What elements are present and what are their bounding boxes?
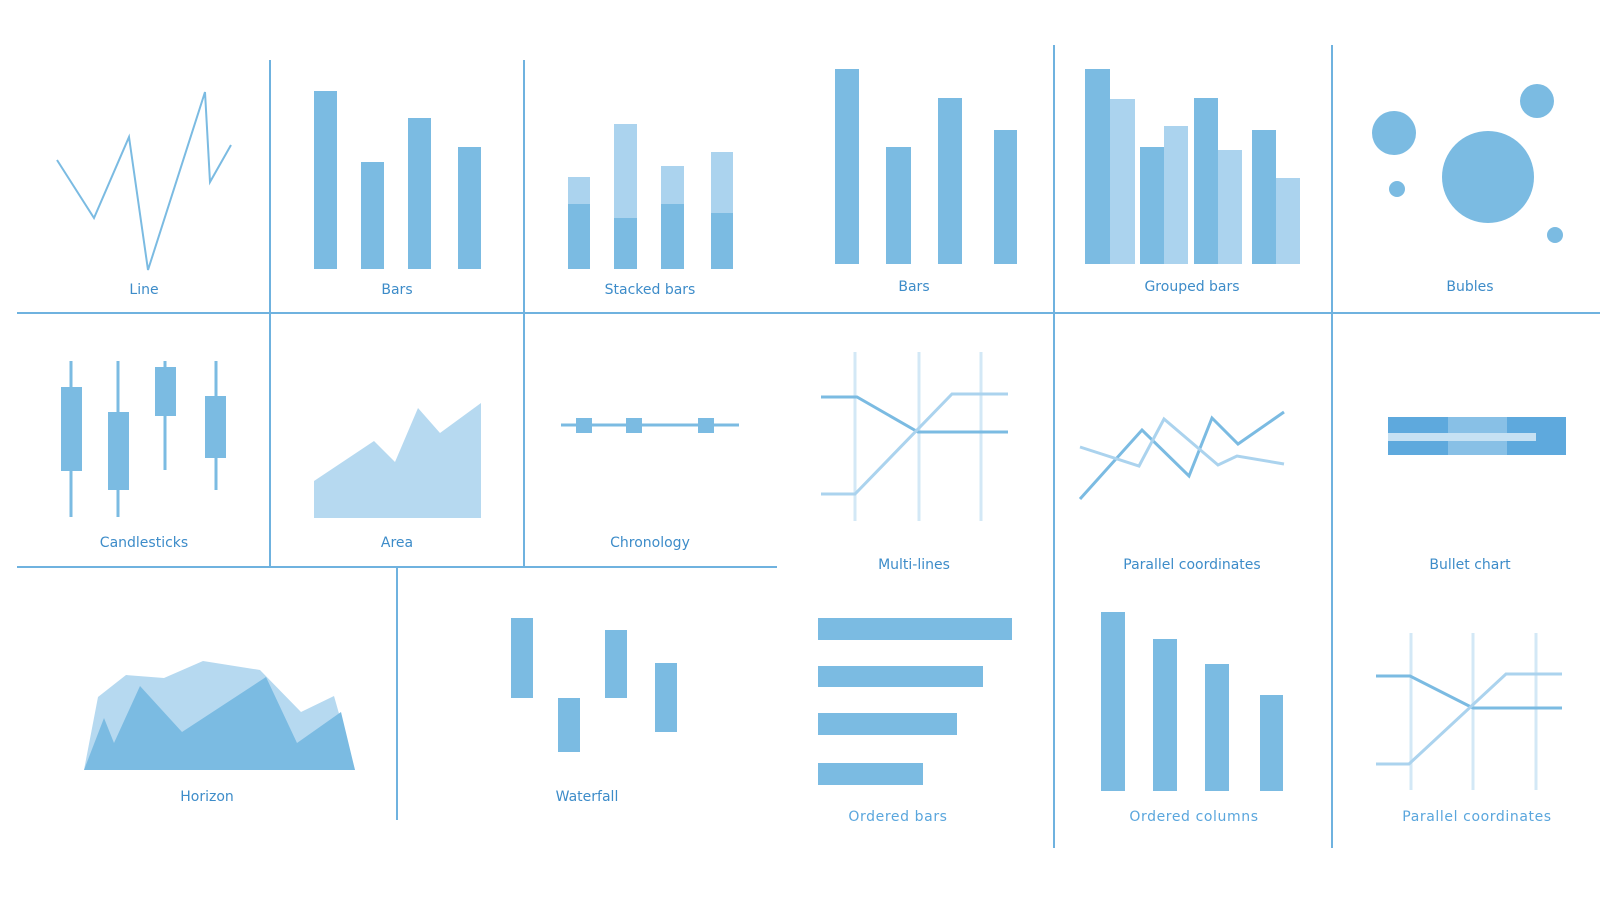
column: [1260, 695, 1283, 791]
stacked-bar-base: [614, 218, 637, 269]
series-line: [1376, 674, 1562, 710]
candlesticks-chart-icon: [61, 361, 226, 517]
step-bar: [655, 663, 677, 732]
stacked-bars-chart-icon: [568, 124, 733, 269]
stacked-bar-base: [711, 213, 733, 269]
bar: [994, 130, 1017, 264]
series-line: [1376, 672, 1562, 766]
column: [1101, 612, 1125, 791]
caption-area: Area: [380, 535, 414, 551]
area-chart-icon: [314, 403, 481, 518]
caption-parallel-coordinates-2: Parallel coordinates: [1402, 809, 1552, 825]
stacked-bar-top: [711, 152, 733, 213]
candle: [61, 387, 82, 471]
bar: [408, 118, 431, 269]
caption-stacked-bars: Stacked bars: [604, 282, 696, 298]
caption-waterfall: Waterfall: [555, 789, 619, 805]
multi-lines-chart-icon: [821, 352, 1008, 521]
group-bar-a: [1085, 69, 1110, 264]
group-bar-b: [1110, 99, 1135, 264]
bar: [818, 666, 983, 687]
group-bar-a: [1194, 98, 1218, 264]
series-line: [1079, 416, 1285, 468]
caption-grouped-bars: Grouped bars: [1144, 279, 1240, 295]
column: [1153, 639, 1177, 791]
caption-multi-lines: Multi-lines: [878, 557, 950, 573]
bar: [314, 91, 337, 269]
step-bar: [605, 630, 627, 698]
stacked-bar-top: [568, 177, 590, 204]
bubble: [1389, 181, 1405, 197]
bar: [458, 147, 481, 269]
caption-horizon: Horizon: [180, 789, 234, 805]
bar: [818, 763, 923, 785]
bar: [886, 147, 911, 264]
caption-candlesticks: Candlesticks: [99, 535, 189, 551]
step-bar: [558, 698, 580, 752]
bubble: [1547, 227, 1563, 243]
bar: [818, 713, 957, 735]
bubbles-chart-icon: [1372, 84, 1563, 243]
caption-ordered-bars: Ordered bars: [848, 809, 948, 825]
caption-parallel-coordinates: Parallel coordinates: [1123, 557, 1261, 573]
measure-bar: [1388, 433, 1536, 441]
caption-bubles: Bubles: [1446, 279, 1494, 295]
series-line: [821, 395, 1008, 434]
group-bar-b: [1164, 126, 1188, 264]
bar: [835, 69, 859, 264]
group-bar-b: [1276, 178, 1300, 264]
caption-bars: Bars: [381, 282, 413, 298]
bars-chart-icon-2: [835, 69, 1017, 264]
caption-ordered-columns: Ordered columns: [1129, 809, 1259, 825]
group-bar-b: [1218, 150, 1242, 264]
series-line: [1078, 410, 1285, 501]
parallel-coordinates-chart-icon: [1078, 410, 1285, 501]
event-marker: [576, 418, 592, 433]
caption-chronology: Chronology: [610, 535, 690, 551]
bullet-chart-icon: [1388, 417, 1566, 455]
event-marker: [698, 418, 714, 433]
chronology-chart-icon: [561, 418, 739, 433]
parallel-coordinates-chart-icon-2: [1376, 633, 1562, 790]
bar: [361, 162, 384, 269]
bubble: [1520, 84, 1554, 118]
stacked-bar-base: [661, 204, 684, 269]
candle: [108, 412, 129, 490]
ordered-columns-chart-icon: [1101, 612, 1283, 791]
step-bar: [511, 618, 533, 698]
waterfall-chart-icon: [511, 618, 677, 752]
bubble: [1442, 131, 1534, 223]
grid-lines: [17, 45, 1600, 848]
series-line: [821, 392, 1008, 496]
caption-line: Line: [129, 282, 159, 298]
group-bar-a: [1140, 147, 1164, 264]
stacked-bar-base: [568, 204, 590, 269]
bar: [938, 98, 962, 264]
horizon-chart-icon: [84, 661, 355, 770]
ordered-bars-chart-icon: [818, 618, 1012, 785]
bars-chart-icon: [314, 91, 481, 269]
caption-bullet-chart: Bullet chart: [1429, 557, 1511, 573]
stacked-bar-top: [614, 124, 637, 218]
stacked-bar-top: [661, 166, 684, 204]
candle: [205, 396, 226, 458]
group-bar-a: [1252, 130, 1276, 264]
bar: [818, 618, 1012, 640]
candle: [155, 367, 176, 416]
bubble: [1372, 111, 1416, 155]
line-chart-icon: [56, 91, 232, 271]
caption-bars-2: Bars: [898, 279, 930, 295]
column: [1205, 664, 1229, 791]
grouped-bars-chart-icon: [1085, 69, 1300, 264]
event-marker: [626, 418, 642, 433]
